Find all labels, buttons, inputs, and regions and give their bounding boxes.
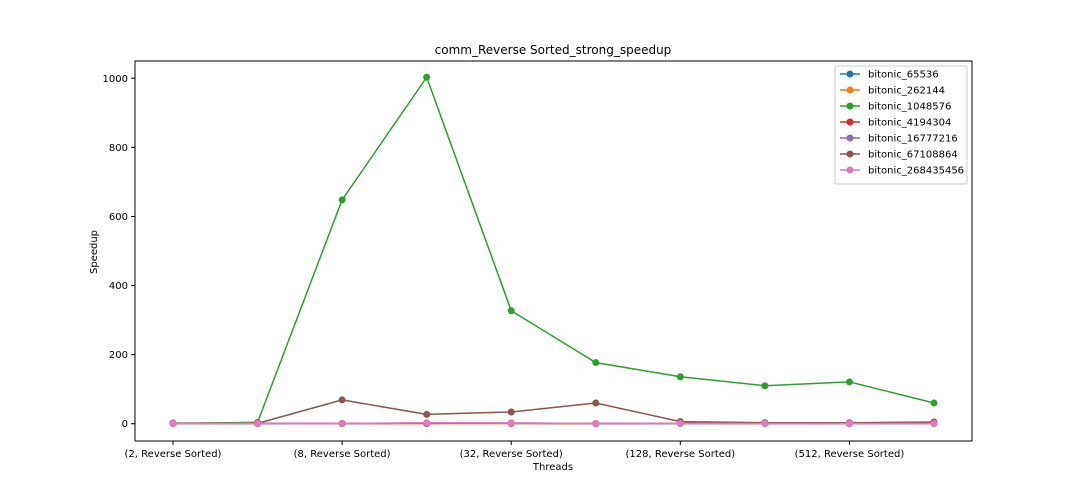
data-point: [676, 373, 684, 381]
x-tick-label: (8, Reverse Sorted): [294, 449, 391, 460]
data-point: [930, 399, 938, 407]
legend-item: bitonic_1048576: [840, 102, 951, 113]
data-point: [338, 420, 346, 428]
legend-item: bitonic_4194304: [840, 118, 951, 129]
y-tick-label: 200: [109, 350, 128, 361]
series-bitonic_268435456: [169, 419, 938, 428]
legend-box: [834, 65, 968, 185]
y-tick-label: 800: [109, 143, 128, 154]
legend-label: bitonic_16777216: [868, 134, 958, 145]
legend-item: bitonic_67108864: [840, 150, 958, 161]
data-point: [423, 419, 431, 427]
legend-marker: [846, 70, 854, 78]
data-point: [592, 359, 600, 367]
legend: bitonic_65536 bitonic_262144 bitonic_10485…: [834, 65, 968, 185]
legend-marker: [846, 102, 854, 110]
legend-item: bitonic_16777216: [840, 134, 958, 145]
data-point: [254, 420, 262, 428]
data-point: [761, 382, 769, 390]
data-point: [338, 396, 346, 404]
legend-label: bitonic_268435456: [868, 166, 964, 177]
y-tick-label: 400: [109, 281, 128, 292]
legend-label: bitonic_4194304: [868, 118, 951, 129]
y-tick-label: 1000: [103, 74, 128, 85]
series-bitonic_67108864: [169, 396, 938, 427]
legend-marker: [846, 118, 854, 126]
x-tick-label: (128, Reverse Sorted): [626, 449, 736, 460]
series-layer: [169, 73, 938, 428]
x-tick-label: (2, Reverse Sorted): [125, 449, 222, 460]
legend-label: bitonic_65536: [868, 70, 939, 81]
legend-label: bitonic_262144: [868, 86, 945, 97]
legend-label: bitonic_67108864: [868, 150, 958, 161]
series-line: [172, 76, 935, 425]
data-point: [169, 419, 177, 427]
data-point: [930, 420, 938, 428]
series-bitonic_1048576: [169, 73, 938, 427]
legend-label: bitonic_1048576: [868, 102, 951, 113]
legend-marker: [846, 134, 854, 142]
plot-area: [134, 60, 973, 442]
data-point: [423, 73, 431, 81]
x-axis-title: Threads: [532, 462, 573, 473]
data-point: [845, 378, 853, 386]
x-axis: (2, Reverse Sorted) (8, Reverse Sorted) (3…: [125, 441, 905, 460]
data-point: [507, 307, 515, 315]
legend-marker: [846, 150, 854, 158]
series-line: [172, 399, 935, 425]
data-point: [423, 410, 431, 418]
legend-marker: [846, 86, 854, 94]
x-tick-label: (32, Reverse Sorted): [460, 449, 563, 460]
legend-item: bitonic_65536: [840, 70, 939, 81]
legend-item: bitonic_268435456: [840, 166, 964, 177]
data-point: [338, 196, 346, 204]
series-line: [172, 421, 934, 425]
data-point: [507, 419, 515, 427]
x-tick-label: (512, Reverse Sorted): [795, 449, 905, 460]
data-point: [592, 419, 600, 427]
y-tick-label: 0: [122, 419, 128, 430]
data-point: [845, 420, 853, 428]
legend-item: bitonic_262144: [840, 86, 945, 97]
data-point: [761, 420, 769, 428]
data-point: [592, 399, 600, 407]
chart-title: comm_Reverse Sorted_strong_speedup: [435, 43, 672, 57]
data-point: [676, 419, 684, 427]
y-axis: 0 200 400 600 800 1000: [103, 74, 135, 430]
y-tick-label: 600: [109, 212, 128, 223]
y-axis-title: Speedup: [89, 230, 100, 274]
legend-marker: [846, 166, 854, 174]
data-point: [507, 408, 515, 416]
